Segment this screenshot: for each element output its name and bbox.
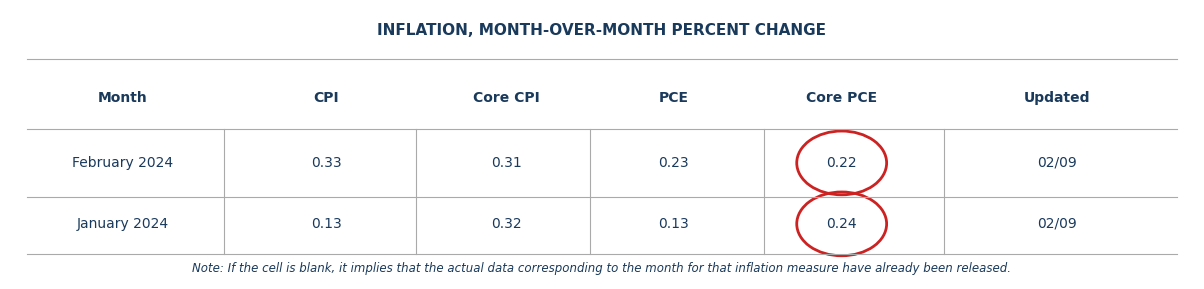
Text: 02/09: 02/09 (1038, 217, 1078, 231)
Text: 0.24: 0.24 (826, 217, 857, 231)
Text: 0.22: 0.22 (826, 156, 857, 170)
Text: Month: Month (98, 91, 148, 105)
Text: 0.13: 0.13 (659, 217, 689, 231)
Text: Note: If the cell is blank, it implies that the actual data corresponding to the: Note: If the cell is blank, it implies t… (193, 262, 1011, 275)
Text: Core CPI: Core CPI (473, 91, 539, 105)
Text: 0.32: 0.32 (491, 217, 521, 231)
Text: INFLATION, MONTH-OVER-MONTH PERCENT CHANGE: INFLATION, MONTH-OVER-MONTH PERCENT CHAN… (378, 23, 826, 38)
Text: PCE: PCE (659, 91, 689, 105)
Text: 02/09: 02/09 (1038, 156, 1078, 170)
Text: 0.33: 0.33 (311, 156, 342, 170)
Text: Updated: Updated (1025, 91, 1091, 105)
Text: 0.13: 0.13 (311, 217, 342, 231)
Text: January 2024: January 2024 (77, 217, 169, 231)
Text: 0.23: 0.23 (659, 156, 689, 170)
Text: CPI: CPI (313, 91, 340, 105)
Text: February 2024: February 2024 (72, 156, 173, 170)
Text: Core PCE: Core PCE (807, 91, 878, 105)
Text: 0.31: 0.31 (491, 156, 521, 170)
